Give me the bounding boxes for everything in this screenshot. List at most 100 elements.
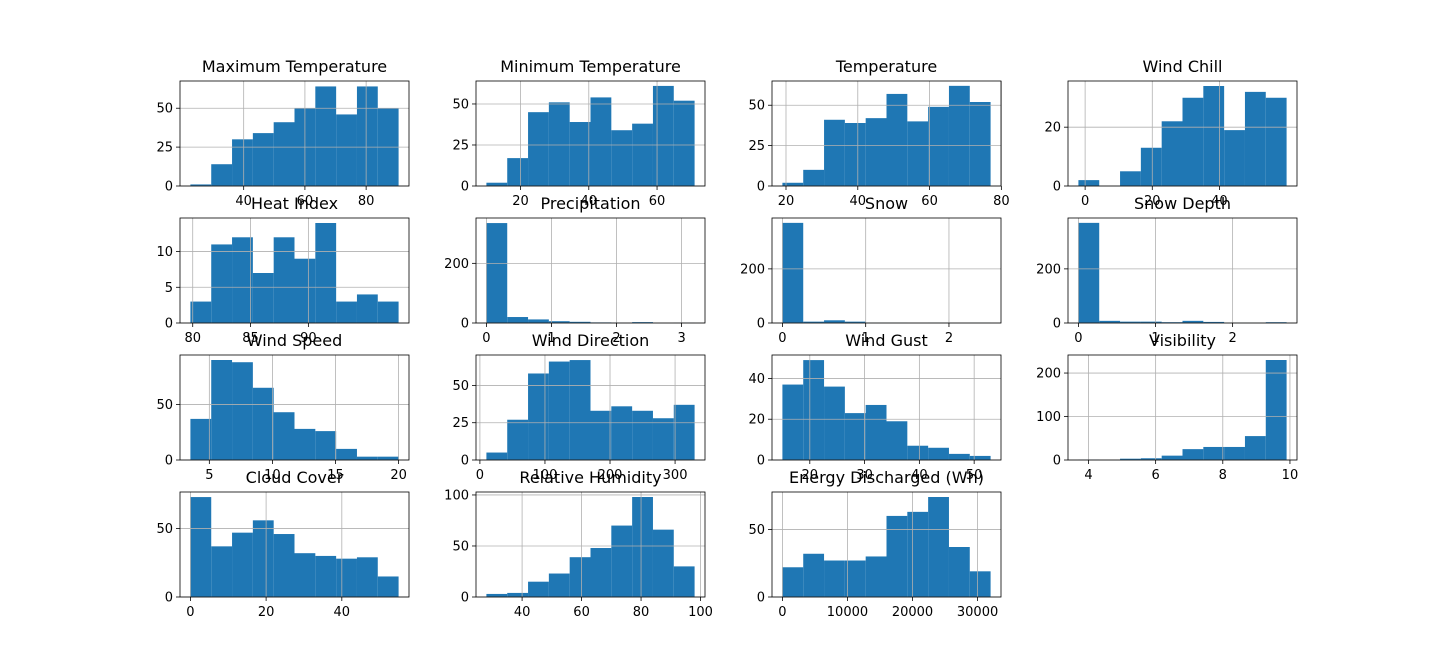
histogram-bar: [315, 431, 337, 460]
histogram-bar: [252, 387, 274, 460]
histogram-bar: [590, 410, 612, 460]
axes-frame: [179, 217, 410, 324]
x-tick-label: 50: [966, 468, 983, 483]
histogram-bar: [1182, 320, 1204, 323]
y-tick-label: 0: [461, 454, 469, 469]
histogram-bar: [190, 418, 212, 460]
histogram-bar: [907, 445, 929, 460]
axes-frame: [1067, 80, 1298, 187]
y-tick-label: 0: [461, 180, 469, 195]
axes-frame: [179, 491, 410, 598]
x-tick-label: 0: [778, 331, 786, 346]
histogram-bar: [252, 133, 274, 186]
histogram-bar: [548, 573, 570, 597]
histogram-bar: [336, 301, 357, 323]
histogram-bar: [782, 222, 804, 323]
y-tick-label: 0: [165, 317, 173, 332]
histogram-bar: [803, 169, 825, 186]
x-tick-label: 10: [1282, 468, 1299, 483]
x-tick-label: 80: [184, 331, 201, 346]
histogram-bar: [948, 85, 970, 186]
y-tick-label: 50: [156, 522, 173, 537]
histogram-bar: [907, 511, 929, 597]
histogram-bar: [232, 532, 253, 597]
histogram-bar: [969, 455, 991, 460]
histogram-bar: [824, 386, 845, 460]
histogram-bar: [315, 223, 337, 323]
x-tick-label: 20: [390, 468, 407, 483]
y-tick-label: 0: [461, 591, 469, 606]
histogram-bar: [294, 258, 316, 323]
y-tick-label: 50: [748, 99, 765, 114]
histogram-bar: [528, 373, 549, 460]
axes-frame: [771, 491, 1002, 598]
histogram-bar: [948, 547, 970, 597]
y-tick-label: 100: [1036, 410, 1061, 425]
y-tick-label: 10: [156, 245, 173, 260]
x-tick-label: 80: [358, 194, 375, 209]
x-tick-label: 30000: [957, 605, 998, 620]
y-tick-label: 0: [757, 591, 765, 606]
axes-frame: [771, 217, 1002, 324]
histogram-bar: [507, 317, 529, 323]
histogram-bar: [569, 122, 591, 186]
histogram-bar: [336, 448, 357, 460]
histogram-bar: [611, 406, 633, 460]
histogram-bar: [273, 237, 295, 323]
histogram-bar: [1078, 180, 1100, 186]
x-tick-label: 0: [186, 605, 194, 620]
y-tick-label: 0: [757, 180, 765, 195]
histogram-bar: [507, 419, 529, 460]
histogram-bar: [1265, 360, 1287, 460]
histogram-bar: [1203, 86, 1225, 186]
histogram-bar: [211, 164, 233, 186]
histogram-bar: [1224, 446, 1245, 460]
x-tick-label: 0: [476, 468, 484, 483]
subplot-title: Wind Chill: [1143, 57, 1223, 76]
histogram-bar: [315, 555, 337, 597]
histogram-bar: [211, 244, 233, 323]
axes-frame: [771, 354, 1002, 461]
y-tick-label: 0: [165, 591, 173, 606]
subplot-title: Heat Index: [251, 194, 338, 213]
histogram-bar: [652, 418, 674, 460]
subplot-title: Precipitation: [540, 194, 640, 213]
histogram-bar: [632, 322, 653, 323]
x-tick-label: 100: [533, 468, 558, 483]
x-tick-label: 0: [1074, 331, 1082, 346]
y-tick-label: 0: [165, 180, 173, 195]
subplot-3: 0 20 40 0 20 Wind Chill: [1044, 57, 1298, 209]
x-tick-label: 1: [862, 331, 870, 346]
subplot-title: Snow: [865, 194, 908, 213]
subplot-title: Wind Speed: [247, 331, 342, 350]
axes-frame: [771, 80, 1002, 187]
x-tick-label: 80: [633, 605, 650, 620]
histogram-bar: [252, 273, 274, 323]
x-tick-label: 60: [921, 194, 938, 209]
subplot-0: 40 60 80 0 25 50 Maximum Temperature: [156, 57, 410, 209]
subplot-title: Relative Humidity: [519, 468, 661, 487]
x-tick-label: 15: [327, 468, 344, 483]
x-tick-label: 1: [547, 331, 555, 346]
histogram-bar: [528, 112, 549, 186]
x-tick-label: 2: [1228, 331, 1236, 346]
histogram-bar: [1244, 91, 1266, 186]
subplot-4: 80 85 90 0 5 10 Heat Index: [156, 194, 410, 346]
histogram-bar: [377, 301, 399, 323]
histogram-bar: [211, 546, 233, 597]
histogram-bar: [1140, 321, 1162, 323]
subplot-title: Visibility: [1149, 331, 1216, 350]
histogram-bar: [824, 320, 845, 323]
histogram-bar: [590, 97, 612, 186]
histogram-bar: [865, 556, 887, 597]
x-tick-label: 60: [573, 605, 590, 620]
x-tick-label: 10: [264, 468, 281, 483]
histogram-bar: [315, 86, 337, 186]
y-tick-label: 25: [748, 139, 765, 154]
x-tick-label: 40: [850, 194, 867, 209]
subplot-title: Wind Gust: [845, 331, 927, 350]
y-tick-label: 200: [1036, 367, 1061, 382]
subplot-8: 5 10 15 20 0 50 Wind Speed: [156, 331, 410, 483]
histogram-bar: [273, 534, 295, 597]
